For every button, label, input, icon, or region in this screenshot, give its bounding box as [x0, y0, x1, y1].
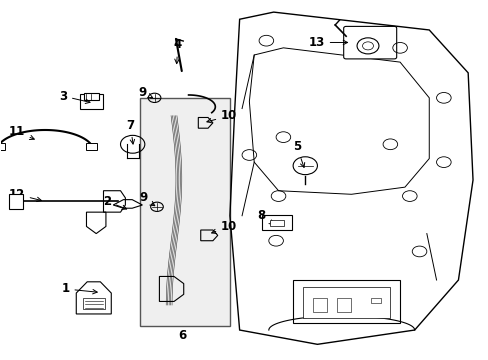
- Text: 9: 9: [139, 192, 154, 206]
- Text: 6: 6: [178, 329, 186, 342]
- FancyBboxPatch shape: [140, 98, 229, 327]
- FancyBboxPatch shape: [0, 143, 5, 150]
- FancyBboxPatch shape: [85, 143, 97, 150]
- Text: 12: 12: [8, 188, 41, 202]
- FancyBboxPatch shape: [312, 298, 326, 312]
- FancyBboxPatch shape: [292, 280, 399, 323]
- FancyBboxPatch shape: [83, 93, 99, 100]
- Text: 10: 10: [211, 220, 237, 234]
- FancyBboxPatch shape: [370, 298, 380, 303]
- FancyBboxPatch shape: [262, 215, 291, 230]
- FancyBboxPatch shape: [343, 26, 396, 59]
- Text: 8: 8: [257, 209, 273, 224]
- Text: 13: 13: [308, 36, 347, 49]
- Text: 2: 2: [102, 195, 126, 210]
- Text: 4: 4: [173, 39, 182, 64]
- Text: 11: 11: [8, 125, 34, 140]
- FancyBboxPatch shape: [80, 94, 103, 109]
- FancyBboxPatch shape: [336, 298, 351, 312]
- Text: 3: 3: [59, 90, 90, 103]
- FancyBboxPatch shape: [269, 220, 284, 226]
- Text: 7: 7: [126, 119, 134, 144]
- FancyBboxPatch shape: [9, 194, 23, 209]
- Text: 9: 9: [138, 86, 152, 99]
- FancyBboxPatch shape: [302, 287, 389, 318]
- Text: 1: 1: [61, 283, 97, 296]
- Text: 5: 5: [292, 140, 304, 167]
- Text: 10: 10: [206, 109, 237, 123]
